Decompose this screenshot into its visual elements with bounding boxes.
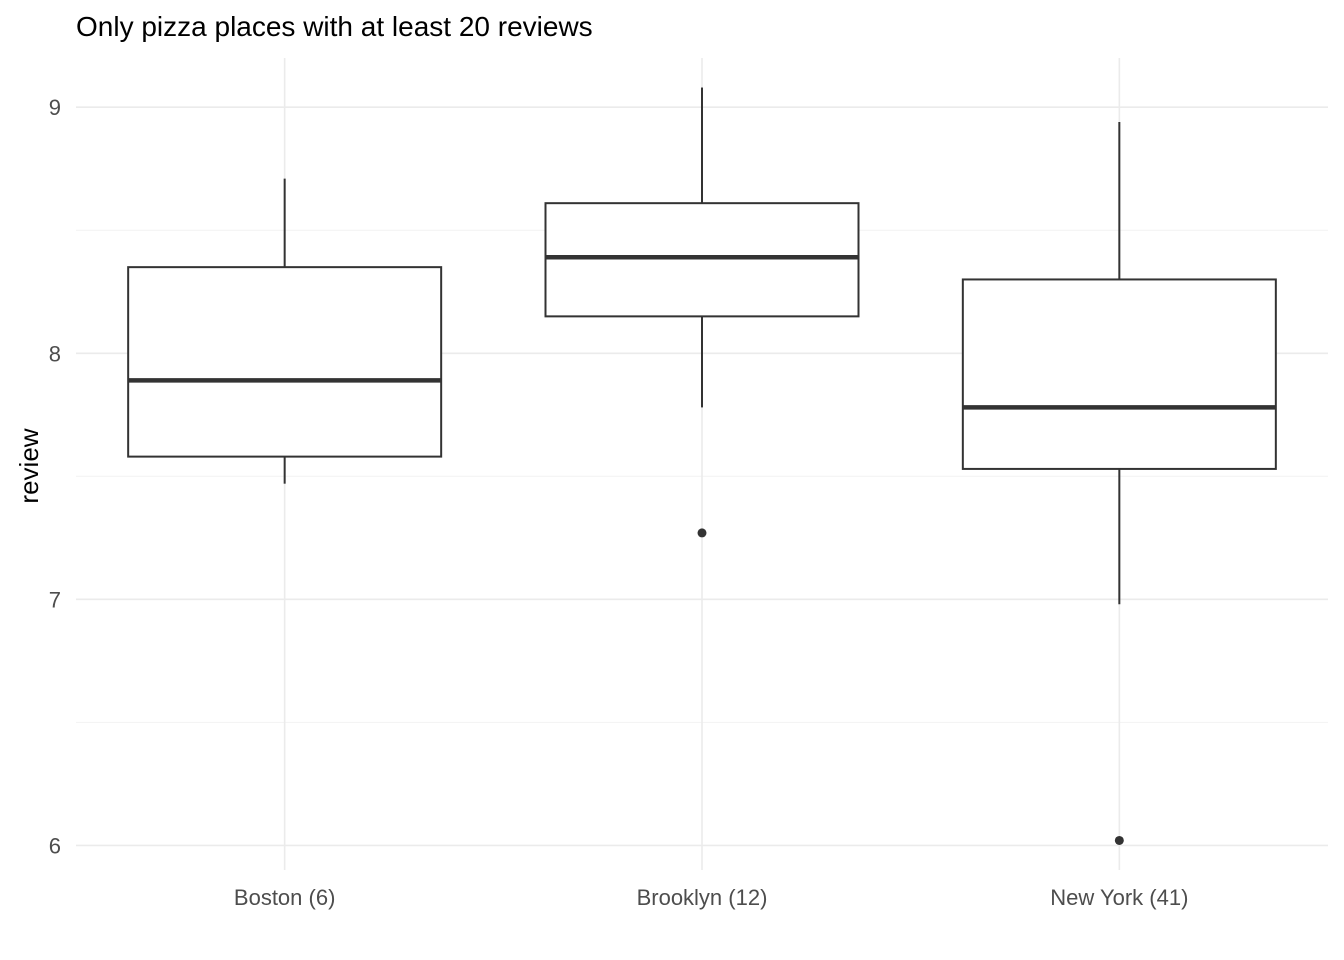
y-tick-label: 9 <box>49 95 61 120</box>
box-group <box>961 121 1277 845</box>
y-tick-label: 6 <box>49 833 61 858</box>
y-tick-label: 8 <box>49 341 61 366</box>
y-tick-label: 7 <box>49 587 61 612</box>
x-tick-label: New York (41) <box>1050 885 1188 910</box>
box-group <box>127 178 443 484</box>
boxes-layer <box>127 87 1277 845</box>
y-axis-ticks: 6 7 8 9 <box>49 95 61 858</box>
box-group <box>544 87 860 538</box>
iqr-box <box>127 266 443 458</box>
x-tick-label: Boston (6) <box>234 885 336 910</box>
outlier-point <box>1114 835 1124 845</box>
x-axis-ticks: Boston (6) Brooklyn (12) New York (41) <box>234 885 1189 910</box>
x-tick-label: Brooklyn (12) <box>637 885 768 910</box>
outlier-point <box>697 528 707 538</box>
y-axis-title: review <box>14 428 44 503</box>
chart-title: Only pizza places with at least 20 revie… <box>76 11 593 42</box>
iqr-box <box>544 202 860 318</box>
iqr-box <box>961 278 1277 470</box>
